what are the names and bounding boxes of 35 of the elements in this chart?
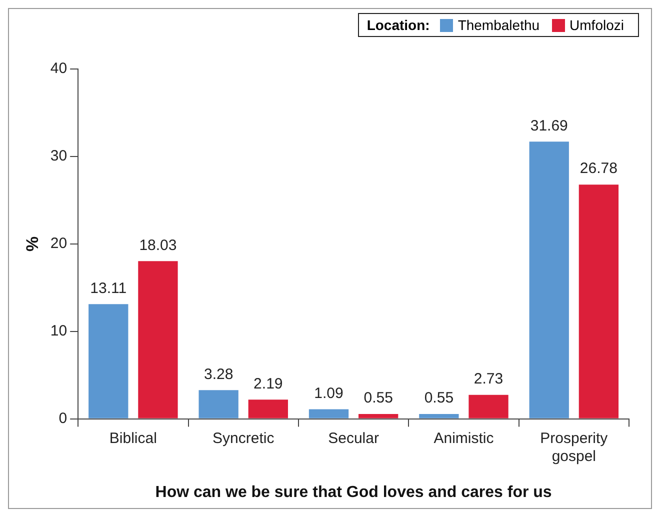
data-label: 3.28 <box>204 366 234 383</box>
bar <box>419 414 459 418</box>
legend-title: Location: <box>366 17 430 33</box>
bar <box>88 304 128 418</box>
bar <box>138 261 178 418</box>
data-label: 2.73 <box>474 370 504 388</box>
y-tick-label: 0 <box>58 410 68 427</box>
y-tick-label: 30 <box>50 148 68 165</box>
bar <box>529 142 569 418</box>
legend-label: Thembalethu <box>458 17 540 33</box>
x-tick-label: Biblical <box>109 430 157 447</box>
bar <box>198 390 238 418</box>
data-label: 13.11 <box>90 280 127 297</box>
bar <box>468 394 508 418</box>
data-label: 31.69 <box>530 117 568 134</box>
y-axis-title: % <box>22 236 42 252</box>
legend-label: Umfolozi <box>570 17 624 33</box>
x-tick-label: Syncretic <box>212 430 275 447</box>
data-label: 0.55 <box>424 390 454 407</box>
bar <box>248 400 288 418</box>
x-axis-title: How can we be sure that God loves and cares for us <box>155 484 552 501</box>
y-tick-label: 20 <box>50 235 68 252</box>
data-label: 1.09 <box>314 384 344 402</box>
x-tick-label: Animistic <box>434 430 494 447</box>
bar <box>578 184 619 418</box>
bar <box>358 414 398 418</box>
data-label: 26.78 <box>580 160 618 178</box>
bar <box>308 409 349 418</box>
y-tick-label: 10 <box>50 322 68 340</box>
data-label: 18.03 <box>139 236 177 254</box>
x-tick-label: Prosperity gospel <box>540 430 608 465</box>
data-label: 0.55 <box>364 390 393 407</box>
y-tick-label: 40 <box>50 60 68 78</box>
data-label: 2.19 <box>254 375 283 392</box>
x-tick-label: Secular <box>328 430 379 447</box>
